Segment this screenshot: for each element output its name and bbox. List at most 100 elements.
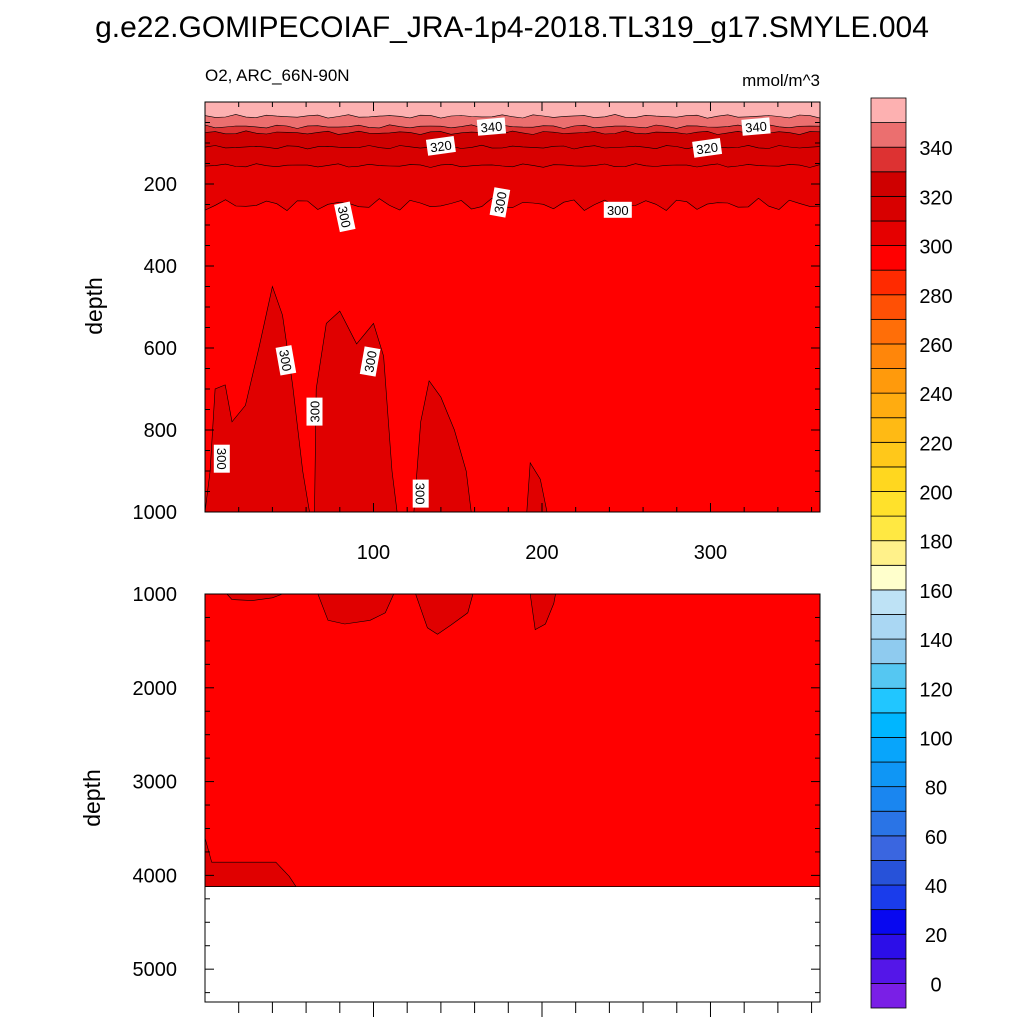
colorbar-swatch bbox=[870, 220, 907, 246]
colorbar-swatch bbox=[870, 491, 907, 517]
lower-y-tick-label: 2000 bbox=[133, 678, 178, 700]
contour-label-text: 300 bbox=[276, 348, 295, 372]
colorbar-swatch bbox=[870, 343, 907, 369]
contour-label-box bbox=[692, 138, 723, 158]
upper-panel: 340 340 320 320 300 300 300 300 300 300 300 300 200 4… bbox=[133, 101, 821, 564]
colorbar-swatch bbox=[870, 269, 907, 296]
contour-label-10: 300 bbox=[306, 397, 323, 426]
contour-label-box bbox=[412, 479, 429, 508]
upper-x-tick-label: 300 bbox=[694, 542, 727, 564]
contour-label-text: 340 bbox=[745, 119, 768, 136]
colorbar-tick-label: 20 bbox=[925, 925, 947, 947]
contour-label-box bbox=[603, 201, 632, 218]
colorbar-swatch bbox=[870, 540, 907, 566]
lower-y-tick-label: 1000 bbox=[133, 584, 178, 606]
contour-label-box bbox=[489, 187, 511, 218]
lower-y-axis-label: depth bbox=[79, 769, 105, 827]
contour-label-text: 300 bbox=[308, 401, 323, 423]
colorbar-swatch bbox=[870, 810, 907, 837]
colorbar-tick-label: 80 bbox=[925, 778, 947, 800]
colorbar-tick-label: 60 bbox=[925, 827, 947, 849]
colorbar-swatch bbox=[870, 761, 907, 788]
contour-label-box bbox=[306, 397, 323, 426]
upper-y-tick-label: 1000 bbox=[133, 502, 178, 524]
colorbar-tick-label: 140 bbox=[919, 630, 952, 652]
contour-label-text: 300 bbox=[413, 483, 428, 505]
colorbar-swatch bbox=[870, 146, 907, 173]
contour-label-6: 300 bbox=[489, 187, 511, 218]
colorbar-swatch bbox=[870, 958, 907, 984]
contour-band-0-35 bbox=[204, 101, 821, 119]
upper-y-tick-label: 800 bbox=[144, 420, 177, 442]
lower-panel: 1000 2000 3000 4000 5000 bbox=[133, 584, 821, 1017]
colorbar-swatch bbox=[870, 441, 907, 468]
colorbar-tick-label: 120 bbox=[919, 679, 952, 701]
colorbar-tick-label: 220 bbox=[919, 433, 952, 455]
contour-label-box bbox=[334, 201, 356, 233]
colorbar-swatch bbox=[870, 564, 907, 591]
upper-y-tick-label: 200 bbox=[144, 174, 177, 196]
colorbar-swatch bbox=[870, 97, 907, 123]
contour-label-1: 340 bbox=[476, 117, 507, 136]
contour-patch-1 bbox=[204, 285, 310, 513]
contour-label-4: 320 bbox=[692, 138, 723, 158]
panel-subtitle-units: mmol/m^3 bbox=[742, 71, 820, 90]
colorbar-swatch bbox=[870, 687, 907, 714]
colorbar-tick-label: 0 bbox=[930, 974, 941, 996]
colorbar-tick-label: 240 bbox=[919, 384, 952, 406]
colorbar-swatch bbox=[870, 245, 907, 271]
contour-label-text: 300 bbox=[607, 203, 629, 218]
contour-label-text: 300 bbox=[361, 350, 380, 374]
colorbar-swatch bbox=[870, 663, 907, 689]
colorbar-swatch bbox=[870, 122, 907, 148]
lower-y-tick-label: 5000 bbox=[133, 959, 178, 981]
lower-y-tick-label: 3000 bbox=[133, 772, 178, 794]
upper-y-tick-label: 400 bbox=[144, 256, 177, 278]
colorbar-tick-label: 300 bbox=[919, 237, 952, 259]
contour-label-box bbox=[275, 345, 297, 376]
contour-label-5: 300 bbox=[334, 201, 356, 233]
colorbar-tick-label: 160 bbox=[919, 581, 952, 603]
contour-label-8: 300 bbox=[275, 345, 297, 376]
chart-title: g.e22.GOMIPECOIAF_JRA-1p4-2018.TL319_g17… bbox=[95, 11, 929, 44]
colorbar-swatch bbox=[870, 294, 907, 320]
upper-x-tick-label: 200 bbox=[525, 542, 558, 564]
lower-ocean-fill bbox=[205, 594, 820, 887]
colorbar-tick-label: 280 bbox=[919, 286, 952, 308]
colorbar-swatch bbox=[870, 835, 907, 861]
colorbar-swatch bbox=[870, 318, 907, 345]
colorbar-swatch bbox=[870, 392, 907, 419]
upper-y-tick-label: 600 bbox=[144, 338, 177, 360]
colorbar-swatch bbox=[870, 884, 907, 911]
colorbar-swatch bbox=[870, 786, 907, 812]
contour-label-box bbox=[425, 136, 456, 156]
colorbar-swatch bbox=[870, 368, 907, 394]
colorbar: 0 20 40 60 80 100 120 140 160 180 200 220 240 260 280 3… bbox=[870, 97, 953, 1009]
colorbar-swatch bbox=[870, 933, 907, 960]
colorbar-swatch bbox=[870, 614, 907, 640]
colorbar-swatch bbox=[870, 860, 907, 886]
contour-label-7: 300 bbox=[603, 201, 632, 218]
colorbar-tick-label: 180 bbox=[919, 532, 952, 554]
upper-y-axis-label: depth bbox=[81, 277, 107, 335]
contour-label-box bbox=[213, 444, 230, 473]
contour-label-box bbox=[359, 346, 381, 377]
contour-label-box bbox=[741, 117, 771, 136]
contour-label-text: 300 bbox=[335, 205, 354, 229]
contour-label-11: 300 bbox=[213, 444, 230, 473]
colorbar-swatch bbox=[870, 983, 907, 1009]
contour-label-text: 340 bbox=[480, 119, 503, 136]
panel-subtitle-variable: O2, ARC_66N-90N bbox=[205, 66, 350, 85]
colorbar-swatch bbox=[870, 515, 907, 542]
colorbar-tick-label: 260 bbox=[919, 335, 952, 357]
colorbar-tick-label: 200 bbox=[919, 483, 952, 505]
contour-label-box bbox=[476, 117, 507, 136]
colorbar-swatch bbox=[870, 909, 907, 935]
contour-label-text: 320 bbox=[429, 137, 453, 155]
lower-y-tick-label: 4000 bbox=[133, 865, 178, 887]
contour-label-3: 320 bbox=[425, 136, 456, 156]
colorbar-swatch bbox=[870, 638, 907, 665]
contour-label-2: 340 bbox=[741, 117, 771, 136]
colorbar-swatch bbox=[870, 171, 907, 197]
